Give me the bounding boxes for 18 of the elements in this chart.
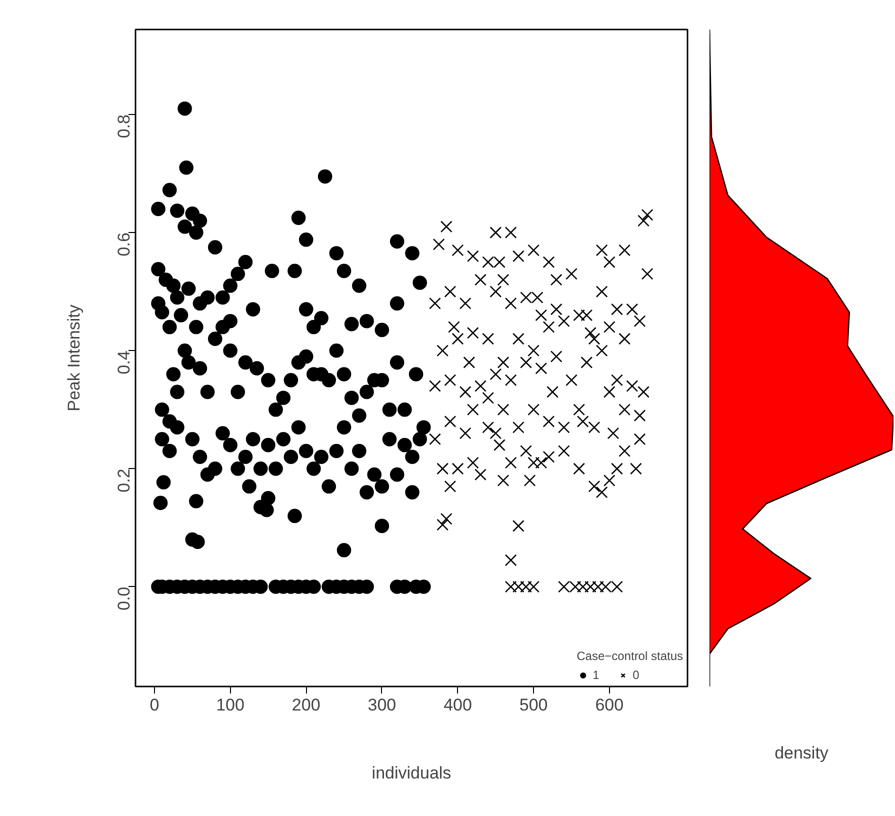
y-axis-title: Peak Intensity [64,304,84,412]
legend-label: 1 [592,668,600,682]
x-tick-label: 600 [595,696,624,714]
y-tick-label: 0.2 [114,468,134,492]
x-tick-label: 400 [444,696,472,714]
y-tick-label: 0.6 [114,232,134,256]
y-tick-label: 0.0 [114,586,134,610]
x-tick-label: 0 [150,696,160,714]
x-tick-label: 300 [368,696,396,714]
x-axis-title: density [774,744,829,762]
x-tick-label: 200 [292,696,320,714]
x-axis-title: individuals [372,764,452,782]
y-tick-label: 0.4 [114,350,134,374]
legend-title: Case−control status [576,649,683,663]
legend-label: 0 [632,668,640,682]
x-tick-label: 500 [519,696,548,714]
x-tick-label: 100 [216,696,244,714]
y-tick-label: 0.8 [114,114,134,138]
